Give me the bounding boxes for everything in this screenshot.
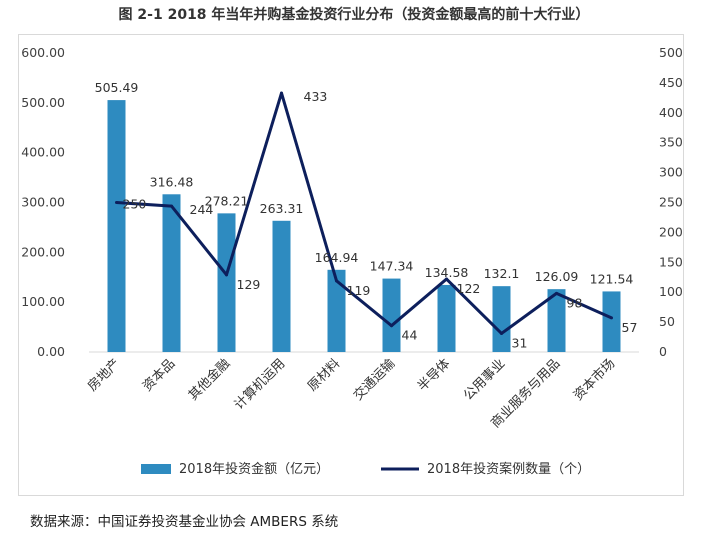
line-value-label: 122	[457, 281, 481, 296]
case-count-line	[116, 91, 613, 335]
y-right-tick-label: 350	[659, 135, 683, 150]
case-count-point-8	[500, 331, 503, 335]
bar-10	[602, 291, 621, 352]
case-count-point-10	[610, 316, 613, 320]
case-count-point-2	[170, 204, 173, 208]
combo-chart: 0.00 100.00 200.00 300.00 400.00 500.00 600.00…	[21, 45, 683, 477]
legend-label-line: 2018年投资案例数量（个）	[427, 461, 590, 477]
y-left-tick-label: 500.00	[21, 95, 65, 110]
y-right-tick-label: 50	[659, 314, 675, 329]
line-value-label: 98	[567, 295, 583, 310]
bar-5	[327, 269, 346, 352]
y-right-tick-label: 100	[659, 284, 683, 299]
bar-value-label: 121.54	[590, 271, 634, 286]
line-value-label: 129	[237, 277, 261, 292]
y-left-tick-label: 600.00	[21, 45, 65, 60]
x-category-label: 房地产	[84, 356, 123, 395]
legend-swatch-bar	[141, 464, 171, 474]
y-right-tick-label: 300	[659, 165, 683, 180]
x-category-label: 交通运输	[350, 356, 398, 404]
y-left-tick-label: 200.00	[21, 244, 65, 259]
x-category-label: 原材料	[305, 356, 343, 394]
bar-4	[272, 220, 291, 352]
case-count-point-9	[555, 291, 558, 295]
x-category-label: 其他金融	[185, 356, 233, 404]
case-count-point-7	[445, 277, 448, 281]
x-category-label: 计算机运用	[232, 356, 289, 413]
bar-value-label: 126.09	[535, 269, 579, 284]
chart-frame: 0.00 100.00 200.00 300.00 400.00 500.00 600.00…	[18, 34, 684, 496]
bar-value-label: 164.94	[315, 250, 359, 265]
x-category-label: 半导体	[415, 356, 453, 394]
x-category-label: 资本品	[140, 356, 178, 394]
case-count-point-3	[225, 273, 228, 277]
y-left-tick-label: 0.00	[37, 344, 65, 359]
bar-9	[547, 289, 566, 352]
y-right-tick-label: 150	[659, 254, 683, 269]
x-category-label: 资本市场	[570, 356, 618, 404]
bar-value-label: 278.21	[205, 193, 249, 208]
case-count-point-4	[280, 91, 283, 95]
line-value-label: 244	[190, 202, 214, 217]
line-value-label: 57	[622, 320, 638, 335]
bar-value-label: 132.1	[484, 266, 520, 281]
bar-6	[382, 278, 401, 352]
line-value-label: 44	[402, 328, 418, 343]
source-note: 数据来源：中国证券投资基金业协会 AMBERS 系统	[30, 514, 339, 530]
bar-3	[217, 213, 236, 352]
bar-7	[437, 284, 456, 352]
x-category-label: 公用事业	[461, 356, 508, 403]
line-value-label: 31	[512, 335, 528, 350]
y-right-tick-label: 0	[659, 344, 667, 359]
y-right-tick-label: 250	[659, 195, 683, 210]
y-right-tick-label: 500	[659, 45, 683, 60]
bar-value-label: 147.34	[370, 259, 414, 274]
case-count-point-5	[335, 279, 338, 283]
legend-label-bar: 2018年投资金额（亿元）	[179, 461, 329, 477]
bar-value-label: 316.48	[150, 174, 194, 189]
y-right-tick-label: 450	[659, 75, 683, 90]
case-count-point-1	[115, 201, 118, 204]
bar-8	[492, 286, 511, 352]
bar-2	[162, 194, 181, 352]
line-value-label: 433	[304, 89, 328, 104]
case-count-point-6	[390, 324, 393, 328]
figure-title: 图 2-1 2018 年当年并购基金投资行业分布（投资金额最高的前十大行业）	[118, 7, 590, 23]
bar-1	[107, 100, 126, 353]
y-right-tick-label: 200	[659, 224, 683, 239]
y-right-tick-label: 400	[659, 105, 683, 120]
line-value-label: 250	[123, 197, 147, 212]
bar-value-label: 505.49	[95, 80, 139, 95]
bar-value-label: 263.31	[260, 201, 304, 216]
y-left-tick-label: 100.00	[21, 294, 65, 309]
y-left-tick-label: 300.00	[21, 195, 65, 210]
line-value-label: 119	[347, 283, 371, 298]
y-left-tick-label: 400.00	[21, 145, 65, 160]
bar-value-label: 134.58	[425, 265, 469, 280]
